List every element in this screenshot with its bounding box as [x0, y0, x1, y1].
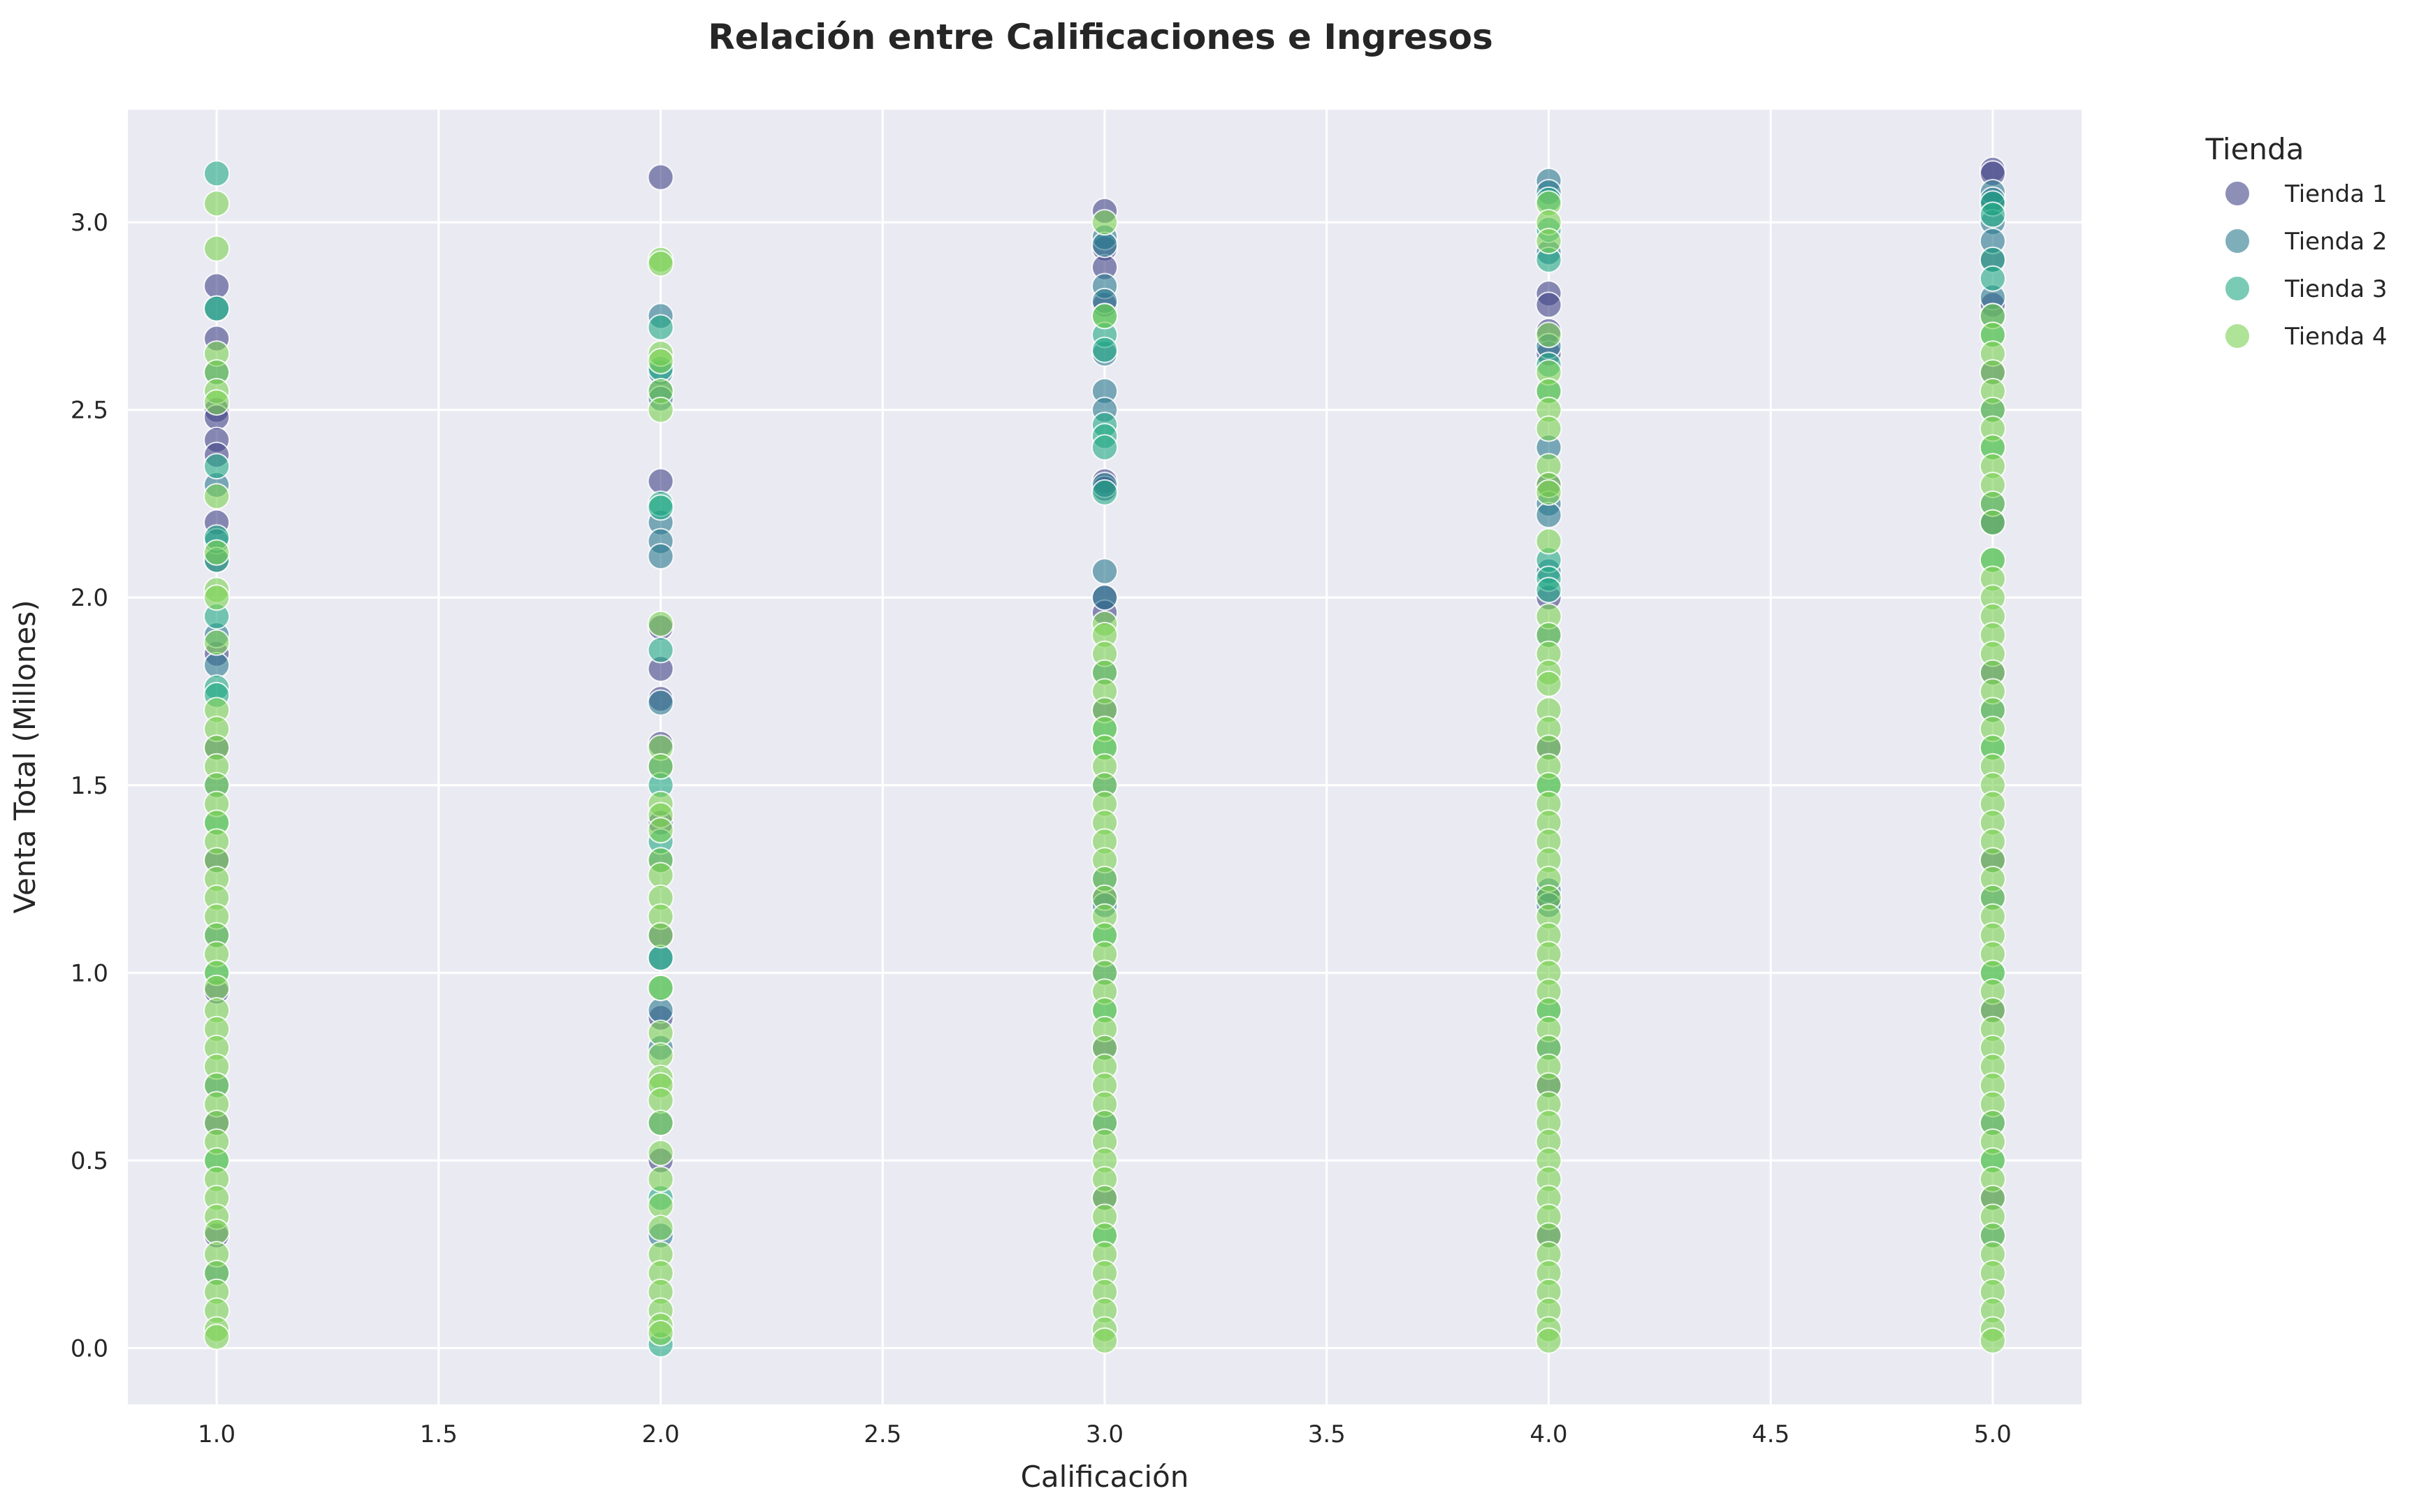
data-point [647, 637, 674, 664]
x-tick-label: 5.0 [1974, 1420, 2012, 1448]
x-tick-label: 2.5 [864, 1420, 901, 1448]
data-point [203, 295, 231, 322]
data-point [1091, 336, 1118, 363]
data-point [647, 817, 674, 844]
data-point [1535, 528, 1562, 555]
data-point [1535, 479, 1562, 506]
data-point [1979, 265, 2006, 292]
y-axis-label: Venta Total (Millones) [8, 600, 42, 914]
data-point [203, 651, 231, 678]
x-tick-label: 3.5 [1308, 1420, 1346, 1448]
data-point [1535, 502, 1562, 529]
legend-label: Tienda 4 [2284, 323, 2388, 351]
data-point [647, 467, 674, 495]
data-point [203, 1323, 231, 1351]
series-4 [203, 190, 2006, 1354]
x-tick-label: 1.5 [420, 1420, 458, 1448]
y-tick-label: 0.0 [71, 1335, 108, 1362]
data-point [647, 494, 674, 521]
data-point [647, 974, 674, 1001]
y-tick-label: 1.5 [71, 772, 108, 800]
data-point [647, 1319, 674, 1346]
data-point [1535, 321, 1562, 349]
tick-labels: 1.0 1.5 2.0 2.5 3.0 3.5 4.0 4.5 5.0 0.0 0.5 1.0 1.5 2… [71, 209, 2012, 1448]
data-point [203, 453, 231, 480]
data-point [1535, 415, 1562, 442]
data-point [1535, 227, 1562, 254]
data-point [647, 689, 674, 716]
data-point [647, 1214, 674, 1242]
legend-marker [2224, 228, 2251, 254]
data-point [1979, 509, 2006, 536]
data-point [1979, 201, 2006, 228]
data-point [1091, 584, 1118, 611]
legend-label: Tienda 2 [2284, 228, 2388, 256]
data-point [647, 396, 674, 423]
data-point [203, 974, 231, 1001]
legend-label: Tienda 3 [2284, 275, 2388, 303]
data-points [203, 156, 2006, 1358]
data-point [203, 584, 231, 611]
data-point [1535, 291, 1562, 319]
data-point [203, 190, 231, 217]
data-point [647, 1165, 674, 1193]
data-point [1091, 1327, 1118, 1354]
data-point [1091, 303, 1118, 330]
data-point [203, 1218, 231, 1245]
y-tick-label: 2.5 [71, 397, 108, 425]
data-point [647, 997, 674, 1024]
data-point [647, 1192, 674, 1219]
data-point [647, 944, 674, 971]
x-tick-label: 3.0 [1086, 1420, 1124, 1448]
data-point [647, 1019, 674, 1047]
y-tick-label: 0.5 [71, 1147, 108, 1175]
data-point [647, 1086, 674, 1114]
data-point [647, 347, 674, 375]
y-tick-label: 2.0 [71, 584, 108, 612]
legend-marker [2224, 180, 2251, 207]
data-point [203, 272, 231, 300]
legend: Tienda Tienda 1 Tienda 2 Tienda 3 Tienda 4 [2205, 132, 2388, 351]
y-tick-label: 1.0 [71, 959, 108, 987]
y-tick-label: 3.0 [71, 209, 108, 237]
data-point [1091, 434, 1118, 461]
data-point [647, 862, 674, 889]
x-tick-label: 4.5 [1752, 1420, 1789, 1448]
data-point [1091, 479, 1118, 506]
data-point [1535, 1327, 1562, 1354]
legend-marker [2224, 275, 2251, 302]
legend-items: Tienda 1 Tienda 2 Tienda 3 Tienda 4 [2224, 180, 2388, 351]
data-point [647, 753, 674, 780]
data-point [203, 483, 231, 510]
data-point [203, 629, 231, 656]
data-point [647, 250, 674, 277]
data-point [647, 543, 674, 570]
data-point [203, 235, 231, 262]
legend-label: Tienda 1 [2284, 180, 2388, 208]
data-point [1091, 558, 1118, 585]
data-point [203, 160, 231, 187]
data-point [203, 539, 231, 566]
data-point [647, 610, 674, 637]
legend-title: Tienda [2205, 132, 2304, 166]
x-tick-label: 4.0 [1530, 1420, 1567, 1448]
data-point [1535, 576, 1562, 604]
data-point [1535, 670, 1562, 697]
data-point [1091, 231, 1118, 259]
data-point [647, 314, 674, 341]
data-point [647, 163, 674, 191]
data-point [1091, 209, 1118, 236]
data-point [1979, 1327, 2006, 1354]
data-point [203, 388, 231, 416]
data-point [647, 1042, 674, 1069]
data-point [647, 1110, 674, 1137]
x-axis-label: Calificación [1021, 1460, 1189, 1494]
chart-title: Relación entre Calificaciones e Ingresos [708, 17, 1493, 57]
data-point [647, 922, 674, 949]
x-tick-label: 1.0 [198, 1420, 235, 1448]
x-tick-label: 2.0 [642, 1420, 680, 1448]
legend-marker [2224, 323, 2251, 349]
data-point [647, 1140, 674, 1167]
